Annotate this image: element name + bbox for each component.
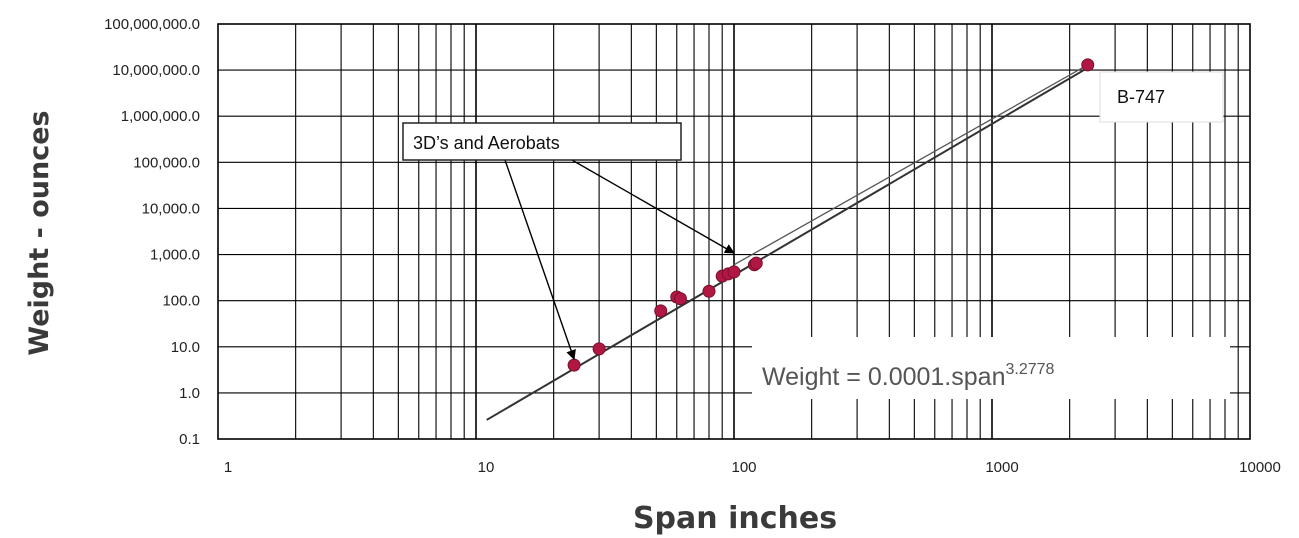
data-points: [567, 58, 1095, 372]
trendlines: [486, 64, 1091, 421]
equation-exponent: 3.2778: [1005, 361, 1054, 378]
data-point: [654, 304, 668, 318]
y-tick-label: 100,000,000.0: [104, 16, 200, 33]
equation-label: Weight = 0.0001.span3.2778: [762, 361, 1055, 391]
y-tick-label: 100.0: [162, 293, 200, 310]
x-tick-label: 10: [478, 459, 495, 476]
x-axis-ticks: 1 10 100 1000 10000: [224, 459, 1281, 476]
plot-border: [217, 23, 1251, 440]
y-tick-label: 1,000,000.0: [121, 108, 200, 125]
x-axis-title: Span inches: [633, 501, 837, 536]
y-tick-label: 10.0: [171, 339, 200, 356]
equation-box: [752, 337, 1230, 399]
y-axis-title: Weight - ounces: [24, 110, 55, 355]
y-tick-label: 1,000.0: [150, 247, 200, 264]
annotation-b747-box: [1099, 71, 1224, 123]
y-tick-label: 10,000.0: [142, 200, 200, 217]
data-point: [592, 342, 606, 356]
data-point: [567, 358, 581, 372]
x-tick-label: 1000: [985, 459, 1018, 476]
annotation-3d-box: [402, 122, 682, 161]
annotation-arrow: [571, 159, 735, 254]
y-tick-label: 10,000,000.0: [112, 62, 200, 79]
y-tick-label: 1.0: [179, 385, 200, 402]
trendline-main: [486, 65, 1091, 421]
data-point: [727, 265, 741, 279]
y-axis-ticks: 0.1 1.0 10.0 100.0 1,000.0 10,000.0 100,000.0 1…: [104, 16, 200, 448]
x-tick-label: 100: [731, 459, 756, 476]
x-tick-label: 1: [224, 459, 232, 476]
annotation-arrow: [504, 159, 576, 361]
x-tick-label: 10000: [1239, 459, 1281, 476]
annotation-arrows: [504, 159, 735, 361]
y-tick-label: 0.1: [179, 431, 200, 448]
trendline-secondary: [733, 64, 1089, 266]
annotation-3d-text: 3D’s and Aerobats: [413, 133, 560, 153]
y-tick-label: 100,000.0: [133, 154, 200, 171]
data-point: [702, 284, 716, 298]
data-point: [1081, 58, 1095, 72]
data-point: [673, 292, 687, 306]
annotation-b747-text: B-747: [1117, 87, 1165, 107]
data-point: [749, 256, 763, 270]
equation-main: Weight = 0.0001.span: [762, 363, 1005, 391]
